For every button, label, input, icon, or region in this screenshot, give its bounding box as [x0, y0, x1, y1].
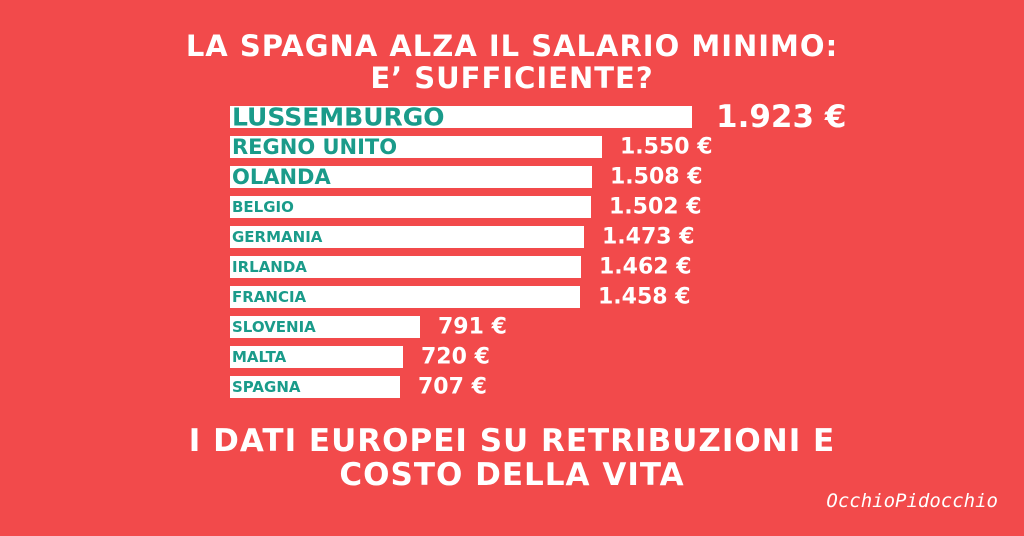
value-label-6: 1.458 € [598, 285, 691, 310]
value-label-3: 1.502 € [609, 195, 702, 220]
value-label-4: 1.473 € [602, 225, 695, 250]
bar-8 [230, 346, 403, 368]
country-label-7: SLOVENIA [232, 318, 316, 336]
country-label-8: MALTA [232, 348, 287, 366]
value-label-0: 1.923 € [716, 100, 846, 135]
bar-chart: LUSSEMBURGO 1.923 € REGNO UNITO 1.550 € OLAN… [230, 100, 846, 400]
country-label-4: GERMANIA [232, 228, 323, 246]
brand-logo: OcchioPidocchio [826, 490, 998, 512]
country-label-9: SPAGNA [232, 378, 301, 396]
country-label-5: IRLANDA [232, 258, 307, 276]
bar-1 [230, 136, 602, 158]
country-label-2: OLANDA [232, 165, 331, 189]
value-label-1: 1.550 € [620, 135, 713, 160]
bar-3 [230, 196, 591, 218]
chart-title: LA SPAGNA ALZA IL SALARIO MINIMO: E’ SUF… [0, 30, 1024, 94]
bar-5 [230, 256, 581, 278]
country-label-6: FRANCIA [232, 288, 307, 306]
title-line-2: E’ SUFFICIENTE? [370, 61, 654, 95]
country-label-0: LUSSEMBURGO [232, 103, 445, 132]
bar-4 [230, 226, 584, 248]
value-label-2: 1.508 € [610, 165, 703, 190]
country-label-3: BELGIO [232, 198, 294, 216]
footer-line-2: COSTO DELLA VITA [339, 457, 685, 493]
title-line-1: LA SPAGNA ALZA IL SALARIO MINIMO: [185, 29, 839, 63]
value-label-8: 720 € [421, 345, 490, 370]
value-label-9: 707 € [418, 375, 487, 400]
value-label-7: 791 € [438, 315, 507, 340]
footer-line-1: I DATI EUROPEI SU RETRIBUZIONI E [188, 423, 836, 459]
chart-footer: I DATI EUROPEI SU RETRIBUZIONI E COSTO D… [0, 424, 1024, 492]
value-label-5: 1.462 € [599, 255, 692, 280]
country-label-1: REGNO UNITO [232, 135, 397, 159]
bar-0 [230, 106, 692, 128]
bar-7 [230, 316, 420, 338]
bar-6 [230, 286, 580, 308]
bar-2 [230, 166, 592, 188]
bar-9 [230, 376, 400, 398]
